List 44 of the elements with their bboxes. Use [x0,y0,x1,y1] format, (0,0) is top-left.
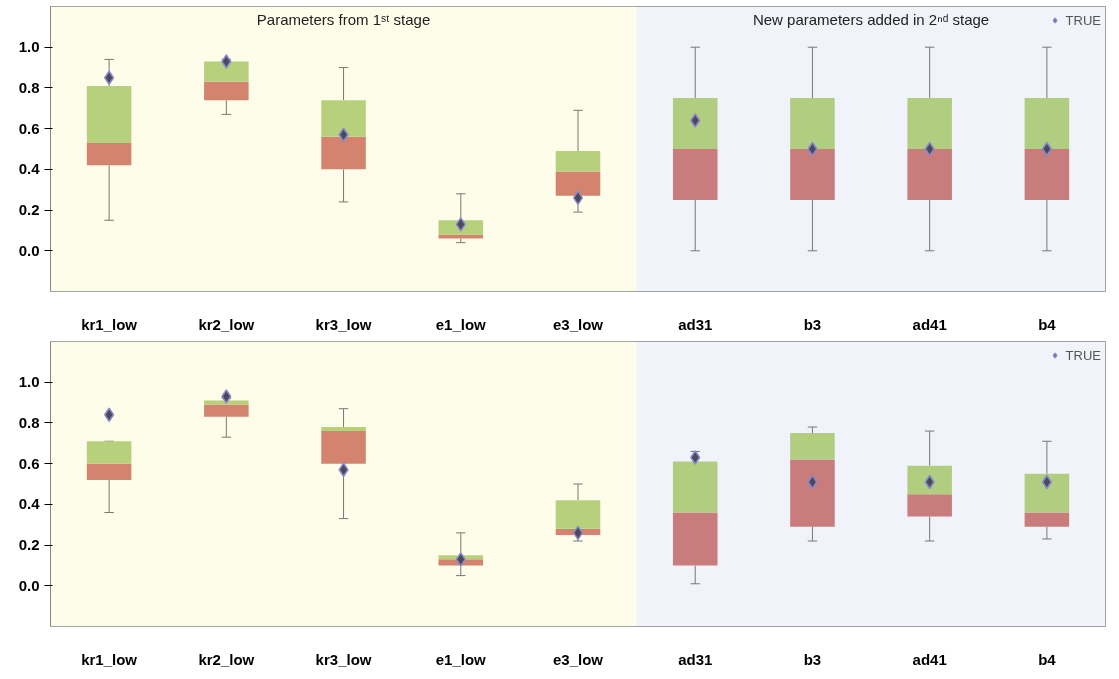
x-tick-label: ad31 [678,315,713,333]
x-tick-label: ad31 [678,650,713,668]
x-tick-label: kr1_low [81,650,138,668]
point [221,54,232,69]
y-tick-label: 0.6 [18,119,40,137]
x-tick-label: e3_low [552,315,604,333]
y-tick-label: 0.0 [18,576,40,594]
x-tick-label: ad41 [912,315,947,333]
x-tick-label: e1_low [435,650,487,668]
y-tick-label: 0.8 [18,78,40,96]
point [455,552,466,567]
point [455,217,466,232]
x-tick-label: b3 [803,315,822,333]
y-tick-label: 1.0 [18,373,40,391]
x-tick-label: e1_low [435,315,487,333]
x-tick-label: b4 [1038,315,1057,333]
point [338,462,349,477]
band-label: New parameters added in 2ⁿᵈ stage [752,10,990,28]
point [690,450,701,465]
y-tick-label: 0.8 [18,413,40,431]
x-tick-label: kr3_low [315,650,372,668]
legend-label: TRUE [1065,12,1101,28]
point [221,389,232,404]
legend-label: TRUE [1065,347,1101,363]
y-tick-label: 1.0 [18,38,40,56]
y-tick-label: 0.4 [18,495,41,513]
x-tick-label: e3_low [552,650,604,668]
y-tick-label: 0.0 [18,241,40,259]
y-tick-label: 0.2 [18,201,40,219]
point [572,190,584,206]
x-tick-label: ad41 [912,650,947,668]
x-tick-label: kr2_low [198,315,255,333]
x-tick-label: kr2_low [198,650,255,668]
x-tick-label: kr3_low [315,315,372,333]
point [572,525,584,541]
x-tick-label: b3 [803,650,822,668]
point [338,127,349,142]
band-label: Parameters from 1ˢᵗ stage [256,10,431,28]
x-tick-label: b4 [1038,650,1057,668]
y-tick-label: 0.4 [18,160,41,178]
x-tick-label: kr1_low [81,315,138,333]
point [104,70,115,85]
y-tick-label: 0.6 [18,454,40,472]
y-tick-label: 0.2 [18,536,40,554]
